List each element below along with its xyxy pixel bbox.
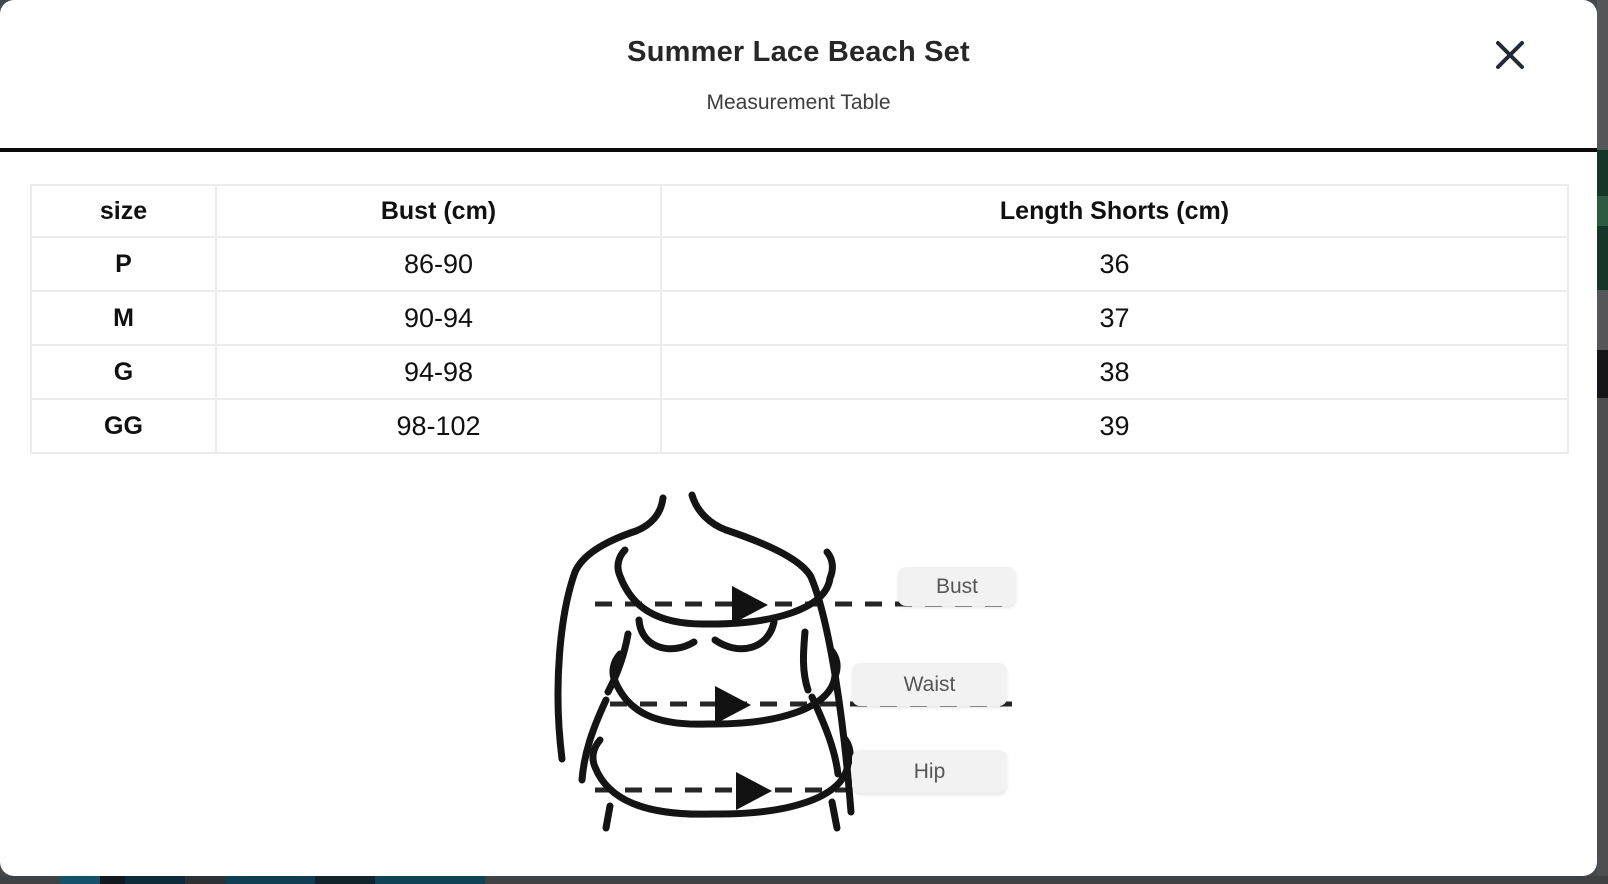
cell-bust: 98-102 [215, 398, 662, 454]
cell-bust: 90-94 [215, 290, 662, 346]
modal-subtitle: Measurement Table [706, 91, 891, 114]
close-icon [1496, 41, 1524, 69]
background-gray-block [1597, 398, 1608, 884]
torso-outline [554, 491, 855, 832]
close-button[interactable] [1490, 35, 1530, 75]
cell-bust: 94-98 [215, 344, 662, 400]
column-header-length-shorts: Length Shorts (cm) [660, 184, 1569, 238]
background-photo-sliver [225, 876, 315, 884]
cell-length-shorts: 37 [660, 290, 1569, 346]
table-row: P 86-90 36 [30, 236, 1569, 292]
cell-bust: 86-90 [215, 236, 662, 292]
cell-length-shorts: 38 [660, 344, 1569, 400]
column-header-bust: Bust (cm) [215, 184, 662, 238]
background-photo-sliver [315, 876, 375, 884]
bust-label: Bust [898, 567, 1016, 606]
cell-size: P [30, 236, 217, 292]
waist-label: Waist [852, 663, 1007, 706]
cell-length-shorts: 39 [660, 398, 1569, 454]
table-header-row: size Bust (cm) Length Shorts (cm) [30, 184, 1569, 238]
table-row: GG 98-102 39 [30, 398, 1569, 454]
background-green-button-fragment [1597, 196, 1608, 226]
torso-line-art [554, 491, 1012, 832]
header-divider [0, 148, 1597, 152]
table-row: G 94-98 38 [30, 344, 1569, 400]
measurement-table: size Bust (cm) Length Shorts (cm) P 86-9… [30, 184, 1569, 454]
column-header-size: size [30, 184, 217, 238]
background-page-fragment-right [1597, 0, 1608, 884]
background-photo-sliver [60, 876, 100, 884]
cell-size: GG [30, 398, 217, 454]
body-measurement-diagram: Bust Waist Hip [540, 482, 1045, 842]
background-photo-sliver [125, 876, 185, 884]
cell-size: M [30, 290, 217, 346]
background-photo-sliver [100, 876, 125, 884]
background-page-fragment-bottom [0, 876, 1608, 884]
measure-arrowheads [715, 586, 772, 810]
background-dark-block [1597, 350, 1608, 398]
modal-header: Summer Lace Beach Set Measurement Table [0, 0, 1597, 148]
hip-label: Hip [852, 750, 1007, 793]
cell-size: G [30, 344, 217, 400]
cell-length-shorts: 36 [660, 236, 1569, 292]
background-photo-sliver [185, 876, 225, 884]
modal-title: Summer Lace Beach Set [627, 36, 970, 68]
background-photo-sliver [375, 876, 485, 884]
table-row: M 90-94 37 [30, 290, 1569, 346]
